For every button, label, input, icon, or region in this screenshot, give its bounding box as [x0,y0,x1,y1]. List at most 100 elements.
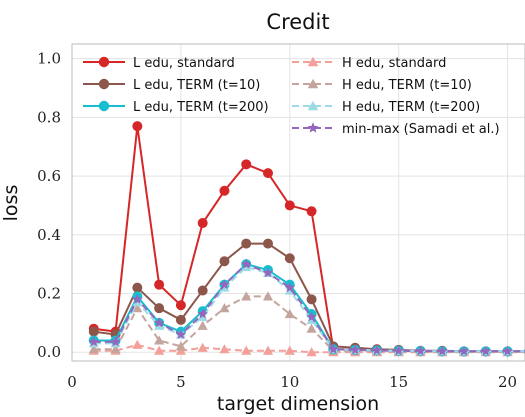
data-point [415,345,426,356]
legend-label: L edu, TERM (t=10) [133,78,260,93]
data-point [154,279,165,290]
y-axis-title: loss [0,185,22,222]
data-point [262,345,274,355]
data-point [219,279,230,290]
data-point [307,100,319,111]
data-point [306,206,317,217]
data-point [154,335,165,345]
y-tick-label: 0.8 [37,108,61,126]
y-tick-label: 1.0 [37,50,61,68]
legend-item: L edu, TERM (t=10) [83,78,260,93]
data-point [175,300,186,311]
x-tick-label: 0 [67,373,77,391]
data-point [437,345,448,356]
y-tick-label: 0.4 [37,226,61,244]
data-point [284,282,296,293]
x-tick-label: 10 [280,373,299,391]
data-point [458,345,470,356]
data-point [98,56,110,68]
data-point [219,344,230,354]
data-point [263,238,274,249]
data-point [175,329,187,340]
plot-area-frame [71,43,525,362]
data-point [241,238,252,249]
data-point [284,200,295,211]
data-point [284,253,295,264]
y-tick-label: 0.2 [37,284,61,302]
legend-item: H edu, TERM (t=200) [292,100,480,115]
data-point [175,314,186,325]
data-point [132,282,143,293]
data-point [98,100,110,112]
data-point [306,294,317,305]
data-point [349,344,361,355]
data-point [284,308,295,319]
data-point [480,345,492,356]
legend-item: H edu, standard [292,56,446,71]
data-point [88,344,99,354]
data-point [307,78,319,89]
data-point [262,291,274,301]
data-point [263,168,274,179]
chart-title: Credit [266,10,329,34]
data-point [241,159,252,170]
data-point [110,344,121,354]
data-point [154,345,165,355]
series-line [93,265,525,353]
legend-label: min-max (Samadi et al.) [342,122,500,137]
series-layer [88,121,525,357]
data-point [307,122,319,133]
data-point [132,293,143,304]
y-tick-label: 0.6 [37,167,61,185]
data-point [502,345,513,356]
data-point [328,343,339,354]
legend-item: min-max (Samadi et al.) [292,122,500,137]
y-tick-label: 0.0 [37,343,61,361]
data-point [241,345,252,355]
data-point [393,345,404,356]
data-point [88,326,99,337]
legend-item: H edu, TERM (t=10) [292,78,472,93]
data-point [241,291,252,301]
x-axis-title: target dimension [217,393,379,415]
series-min-max-samadi-et-al [88,258,525,356]
x-tick-label: 5 [176,373,186,391]
data-point [284,345,295,355]
x-tick-label: 15 [389,373,408,391]
data-point [219,185,230,196]
data-point [306,323,317,333]
data-point [154,303,165,314]
data-point [132,303,143,313]
legend-label: L edu, standard [133,56,235,71]
data-point [153,317,165,328]
legend-label: H edu, TERM (t=200) [342,100,480,115]
data-point [241,258,252,269]
legend-label: H edu, TERM (t=10) [342,78,472,93]
data-point [197,320,208,330]
data-point [197,218,208,229]
data-point [98,78,110,90]
x-tick-label: 20 [498,373,517,391]
data-point [132,121,143,132]
legend-label: L edu, TERM (t=200) [133,100,269,115]
data-point [197,308,208,319]
data-point [371,344,383,355]
legend-item: L edu, TERM (t=200) [83,100,269,115]
legend-item: L edu, standard [83,56,235,71]
data-point [219,256,230,267]
data-point [175,341,186,351]
data-point [306,347,317,357]
tick-labels: 0 5 10 15 20 0.0 0.2 0.4 0.6 0.8 1.0 [37,50,517,391]
data-point [262,267,274,278]
data-point [306,311,317,322]
data-point [110,336,121,347]
legend-label: H edu, standard [342,56,446,71]
data-point [219,303,230,313]
data-point [132,339,143,349]
data-point [88,336,100,347]
data-point [197,342,208,352]
legend: L edu, standard L edu, TERM (t=10) L edu, … [83,56,500,137]
data-point [197,285,208,296]
